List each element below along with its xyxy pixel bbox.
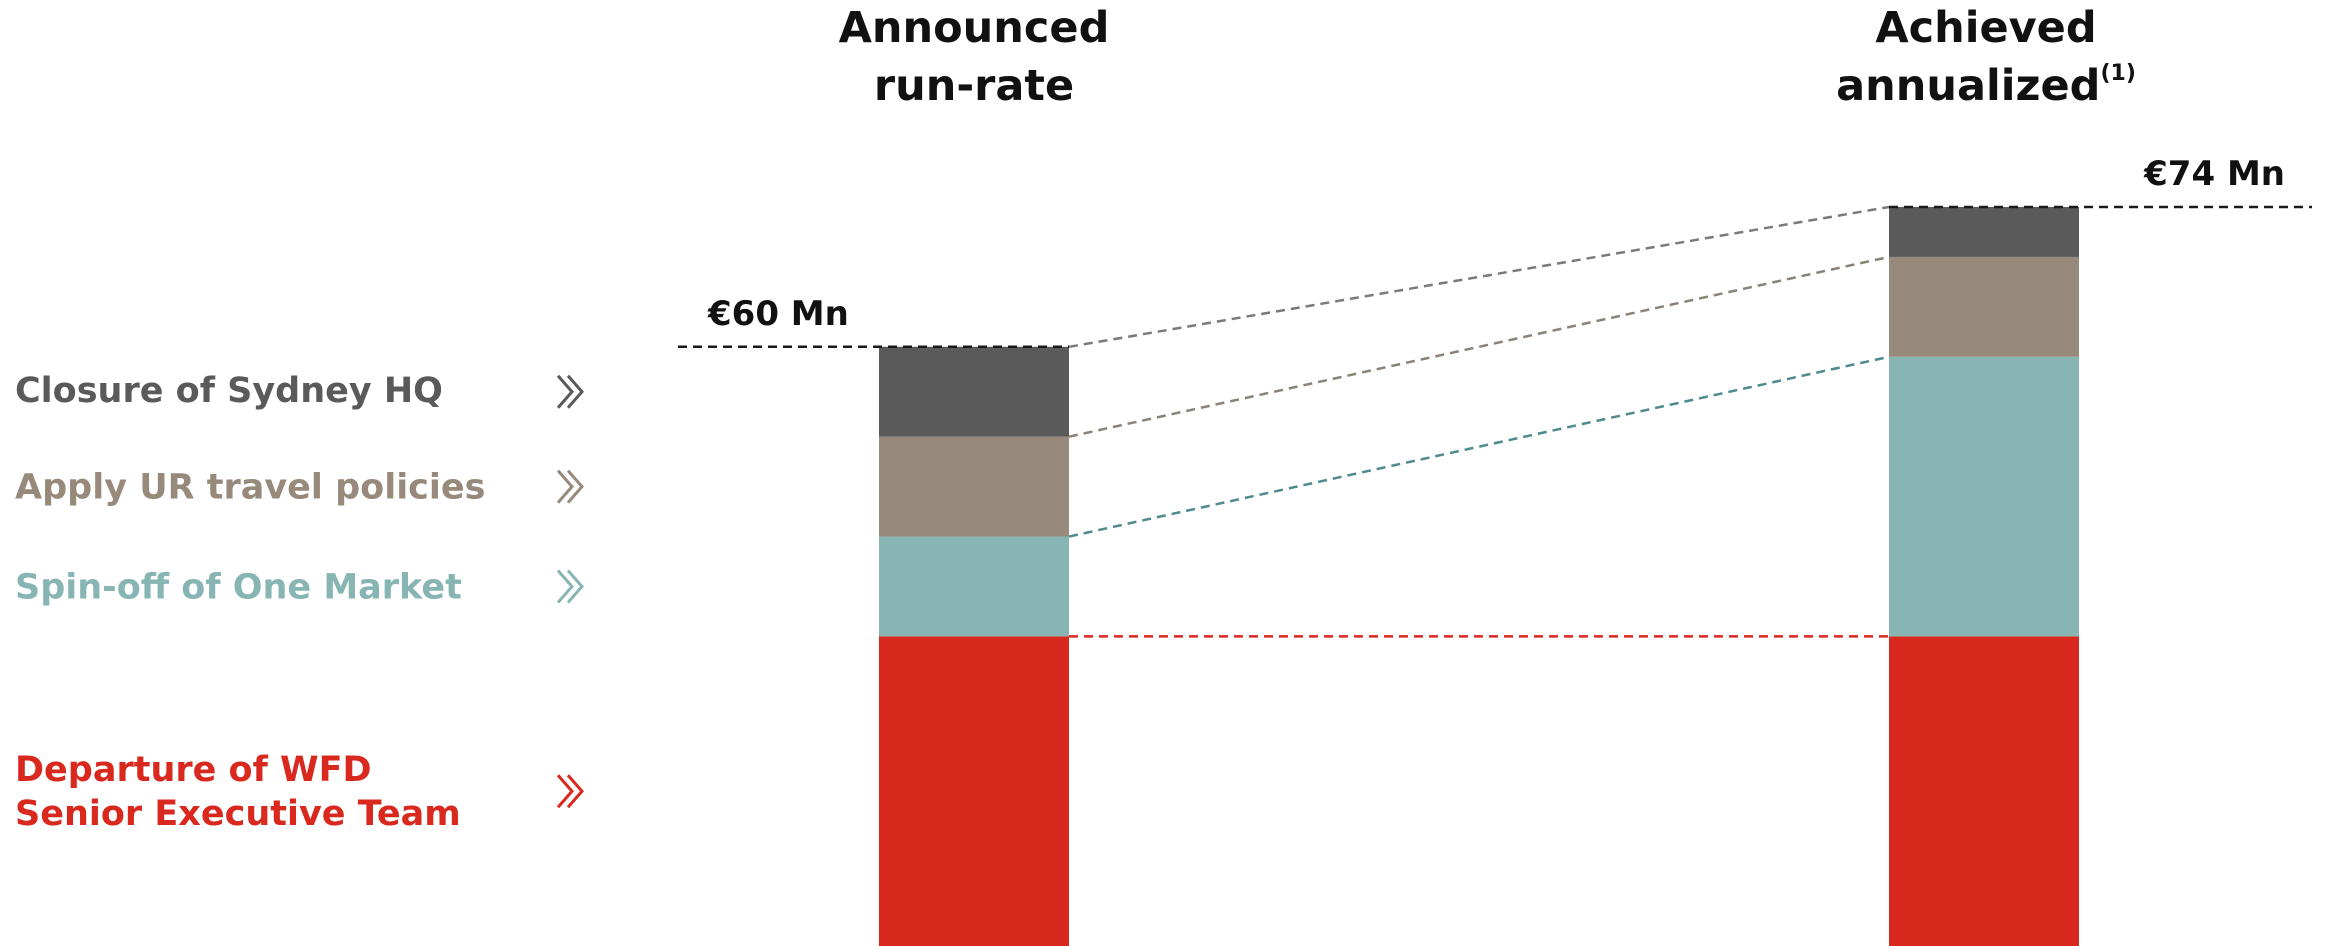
bar-segment-0-3 — [879, 346, 1069, 437]
legend-label-0-line-1: Senior Executive Team — [15, 794, 461, 834]
legend-label-1: Spin-off of One Market — [15, 567, 462, 607]
bar-segment-1-0 — [1889, 636, 2079, 946]
bar-segment-0-2 — [879, 436, 1069, 537]
bar-segment-1-2 — [1889, 256, 2079, 357]
connector-line-1 — [1068, 355, 1890, 538]
chevron-icon-2 — [556, 469, 584, 504]
legend-label-2: Apply UR travel policies — [15, 468, 486, 508]
category-title-0-line-1: run-rate — [874, 61, 1074, 111]
bar-segment-1-1 — [1889, 356, 2079, 637]
bar-segment-1-3 — [1889, 207, 2079, 257]
category-title-0-line-0: Announced — [839, 3, 1110, 53]
total-label-0: €60 Mn — [707, 294, 849, 334]
chevron-icon-0 — [556, 774, 584, 809]
category-title-1-line-0: Achieved — [1875, 3, 2096, 53]
legend-label-3: Closure of Sydney HQ — [15, 371, 443, 411]
chevron-icon-3 — [556, 374, 584, 409]
total-label-1: €74 Mn — [2143, 154, 2285, 194]
legend-label-0-line-0: Departure of WFD — [15, 750, 372, 790]
chevron-icon-1 — [556, 569, 584, 604]
connector-line-3 — [1068, 205, 1890, 349]
bar-segment-0-1 — [879, 536, 1069, 637]
connector-line-2 — [1068, 255, 1890, 438]
bar-segment-0-0 — [879, 636, 1069, 946]
category-title-superscript: (1) — [2100, 61, 2135, 86]
category-title-1-line-1: annualized(1) — [1836, 61, 2136, 111]
